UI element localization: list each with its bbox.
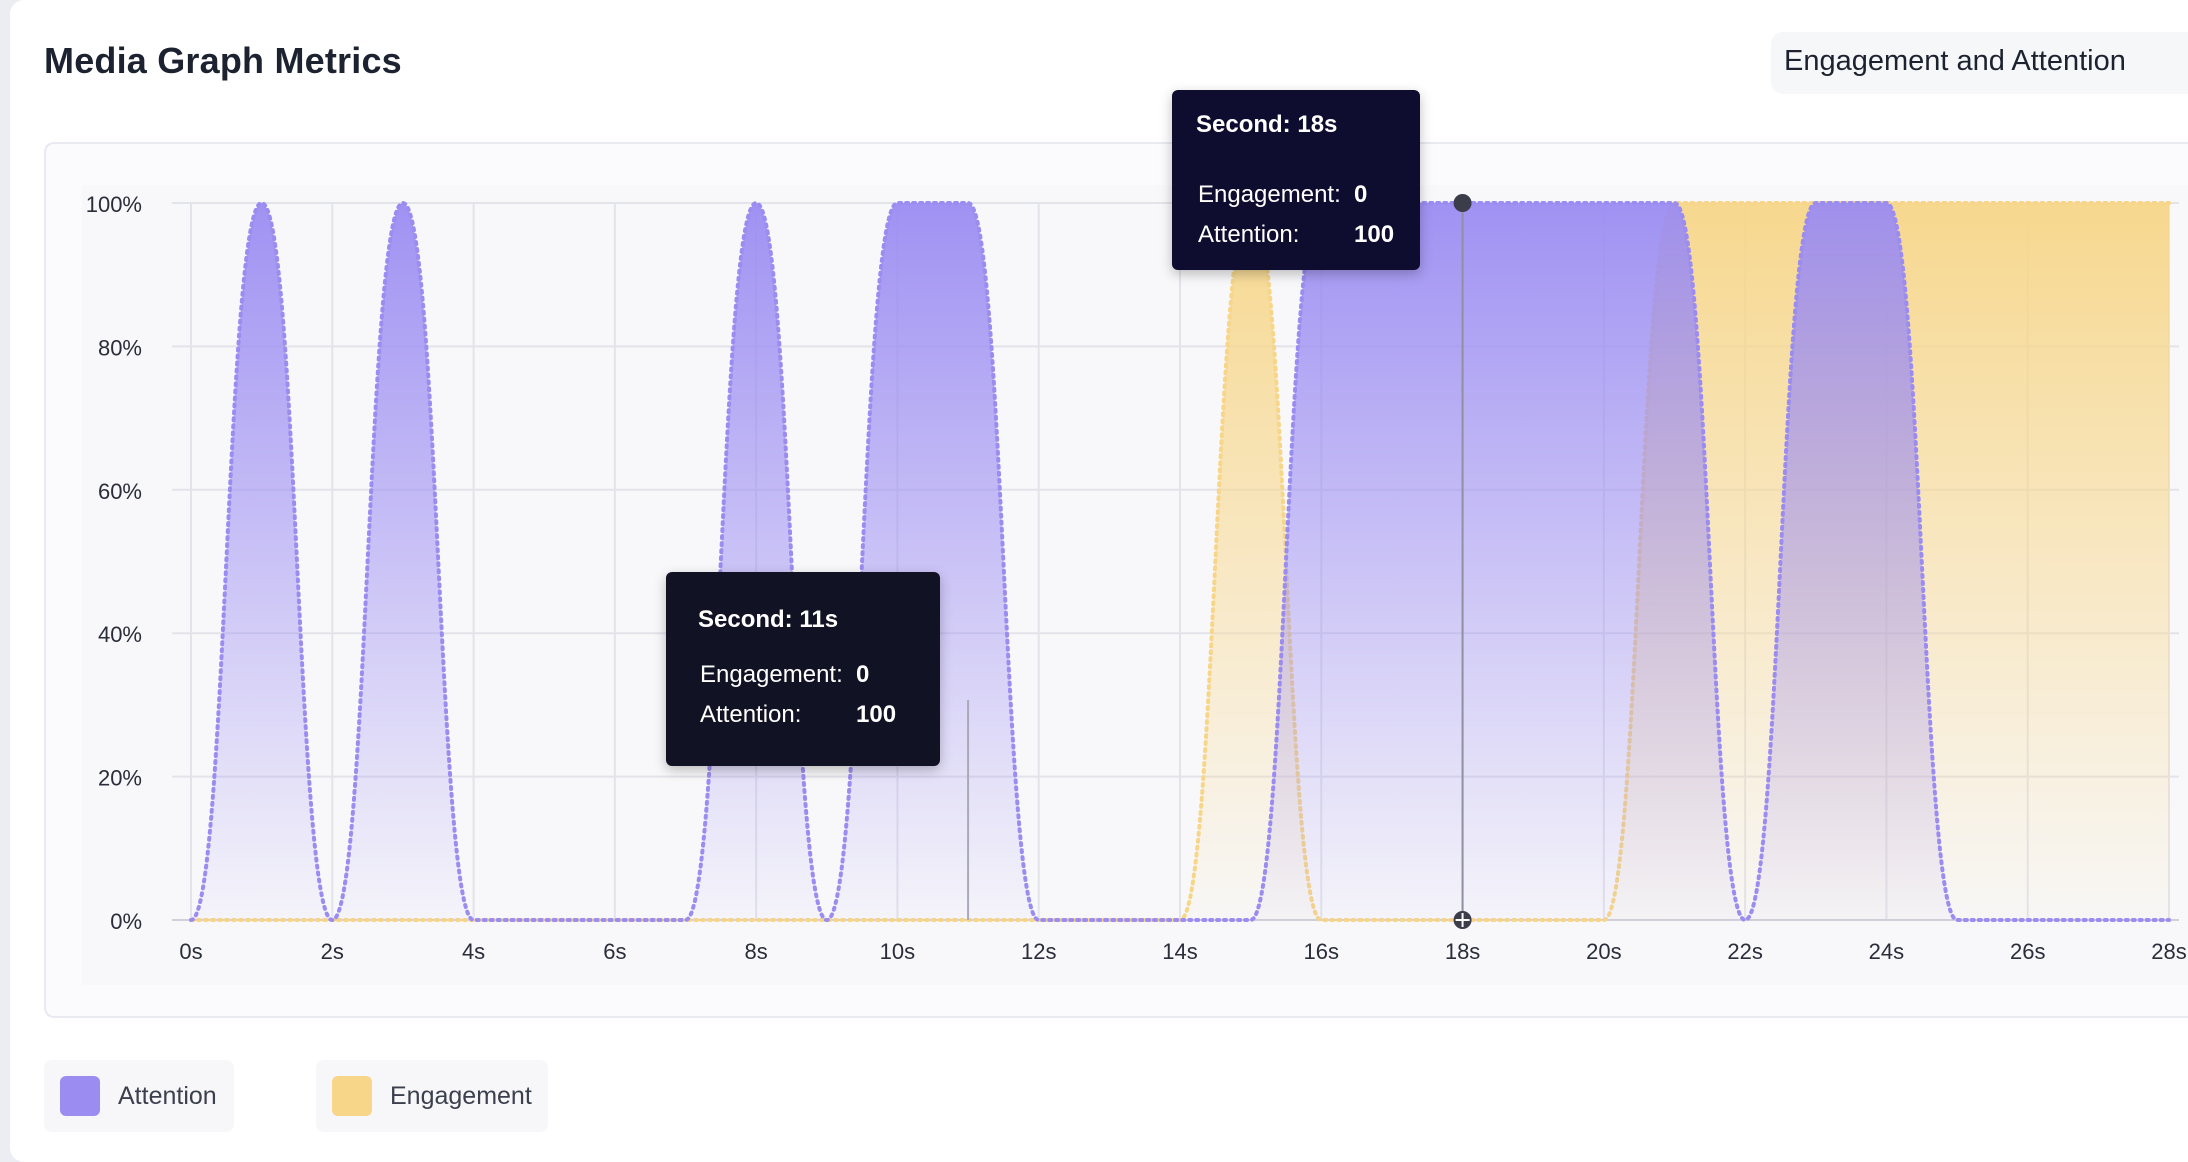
series-line-attention: [189, 200, 2171, 923]
x-tick-label: 26s: [2010, 939, 2045, 964]
tooltip-engagement-label: Engagement:: [700, 661, 843, 688]
x-tick-label: 8s: [745, 939, 768, 964]
tooltip-engagement-label: Engagement:: [1198, 181, 1341, 208]
y-tick-label: 100%: [86, 192, 142, 217]
tooltip-attention-row: Attention: 100: [700, 701, 896, 729]
x-tick-label: 18s: [1445, 939, 1480, 964]
x-tick-label: 28s: [2151, 939, 2186, 964]
tooltip-attention-value: 100: [856, 701, 897, 728]
tooltip-attention-row: Attention: 100: [1198, 221, 1394, 249]
legend-label-engagement: Engagement: [390, 1081, 532, 1110]
tooltip-engagement-value: 0: [856, 661, 870, 688]
media-graph-chart: 0% 20% 40% 60% 80% 100% 0s 2s 4s 6s 8s 10s 12s 14s 16s…: [85, 192, 2187, 964]
x-tick-label: 4s: [462, 939, 485, 964]
tooltip-title: Second: 11s: [698, 606, 839, 633]
x-tick-label: 10s: [880, 939, 915, 964]
x-tick-label: 0s: [179, 939, 202, 964]
tooltip-engagement-row: Engagement: 0: [1198, 181, 1367, 209]
tooltip-title: Second: 18s: [1196, 111, 1338, 138]
x-tick-label: 12s: [1021, 939, 1056, 964]
tooltip-engagement-row: Engagement: 0: [700, 661, 869, 689]
y-tick-label: 40%: [98, 622, 142, 647]
x-tick-label: 22s: [1727, 939, 1762, 964]
x-tick-label: 2s: [321, 939, 344, 964]
legend-item-engagement[interactable]: Engagement: [316, 1060, 548, 1132]
y-tick-label: 20%: [98, 766, 142, 791]
legend-label-attention: Attention: [118, 1081, 217, 1110]
x-tick-label: 6s: [603, 939, 626, 964]
x-tick-label: 24s: [1869, 939, 1904, 964]
y-tick-label: 60%: [98, 479, 142, 504]
tooltip-second-18: Second: 18s Engagement: 0 Attention: 100: [1172, 90, 1420, 270]
legend-swatch-attention: [60, 1076, 100, 1116]
y-tick-label: 0%: [110, 909, 142, 934]
x-tick-label: 14s: [1162, 939, 1197, 964]
tooltip-second-11: Second: 11s Engagement: 0 Attention: 100: [666, 572, 940, 766]
tooltip-attention-value: 100: [1354, 221, 1395, 248]
legend-swatch-engagement: [332, 1076, 372, 1116]
y-tick-label: 80%: [98, 335, 142, 360]
tooltip-engagement-value: 0: [1354, 181, 1368, 208]
tooltip-attention-label: Attention:: [1198, 221, 1300, 248]
legend-item-attention[interactable]: Attention: [44, 1060, 234, 1132]
tooltip-attention-label: Attention:: [700, 701, 802, 728]
page-title: Media Graph Metrics: [44, 40, 402, 81]
series-area-attention: [191, 203, 2169, 920]
hover-point-attention: [1453, 194, 1472, 212]
x-tick-label: 16s: [1304, 939, 1339, 964]
x-tick-label: 20s: [1586, 939, 1621, 964]
metric-selector[interactable]: Engagement and Attention: [1771, 32, 2188, 94]
